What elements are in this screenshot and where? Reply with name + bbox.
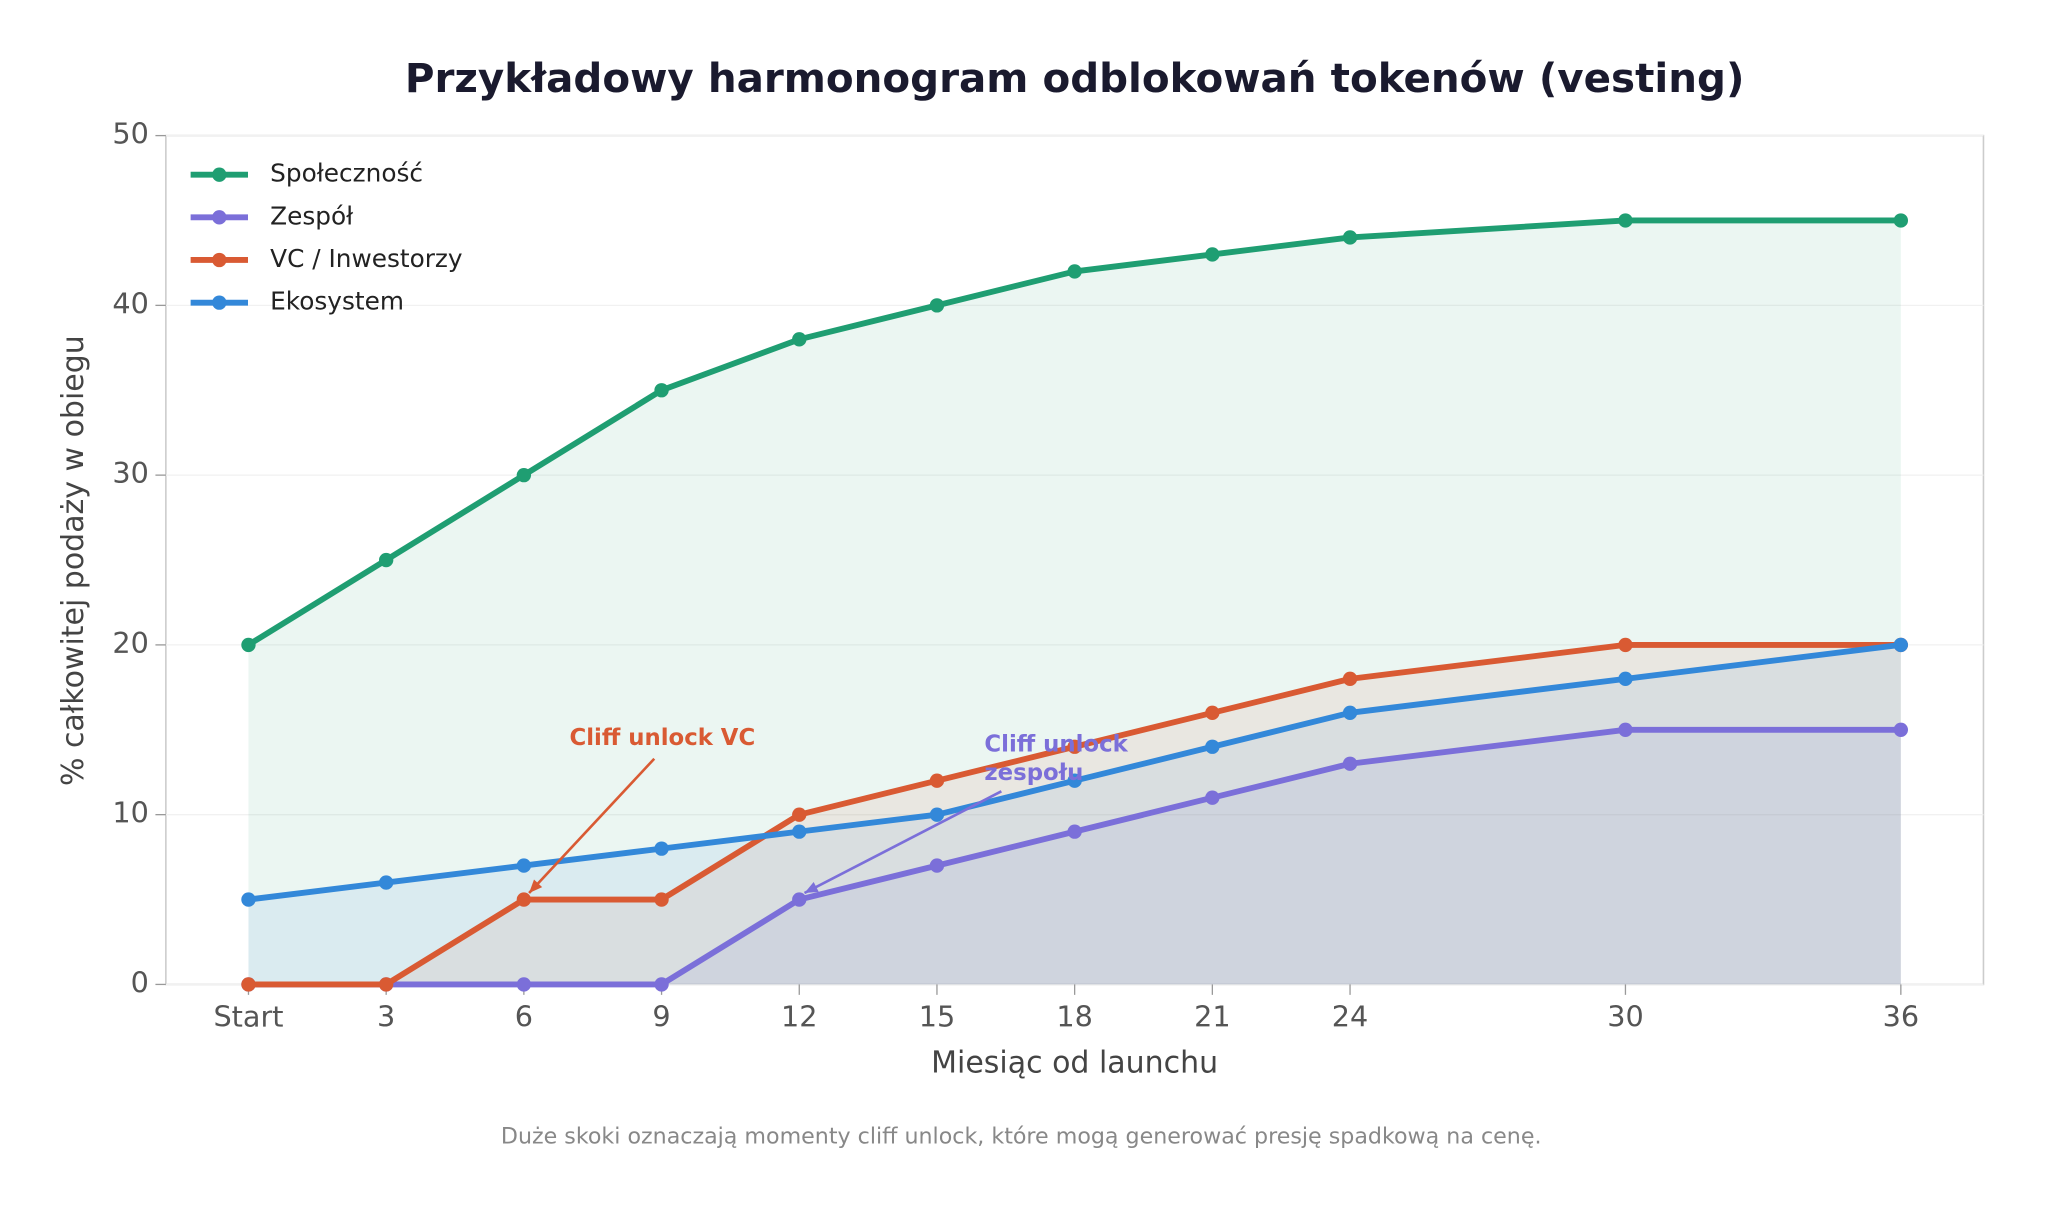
- data-point: [1618, 637, 1633, 653]
- data-point: [1342, 705, 1358, 720]
- data-point: [516, 467, 532, 483]
- x-tick-label: 9: [652, 999, 670, 1033]
- data-point: [1893, 213, 1909, 228]
- data-point: [1067, 264, 1082, 279]
- data-point: [378, 875, 394, 890]
- x-tick-label: Start: [213, 999, 283, 1033]
- x-tick-label: 36: [1883, 999, 1919, 1033]
- data-point: [1618, 722, 1633, 737]
- data-point: [1893, 637, 1909, 653]
- legend-marker: [212, 295, 227, 310]
- chart-title: Przykładowy harmonogram odblokowań token…: [405, 54, 1745, 102]
- data-point: [1342, 671, 1358, 687]
- legend-label: Ekosystem: [270, 287, 404, 316]
- y-tick-label: 30: [112, 456, 148, 490]
- annotation-arrow: [803, 790, 1002, 895]
- legend-marker: [212, 167, 227, 182]
- x-tick-label: 12: [781, 999, 817, 1033]
- data-point: [929, 807, 945, 822]
- data-point: [654, 892, 669, 907]
- series-area: [248, 729, 1901, 985]
- data-point: [516, 858, 532, 873]
- x-tick-label: 30: [1607, 999, 1643, 1033]
- x-tick-label: 15: [919, 999, 955, 1033]
- data-point: [1205, 705, 1220, 720]
- data-point: [378, 977, 394, 992]
- data-point: [929, 858, 945, 873]
- data-point: [792, 807, 807, 822]
- data-point: [792, 824, 807, 839]
- data-point: [654, 383, 669, 398]
- data-point: [1205, 790, 1220, 805]
- data-point: [1618, 671, 1633, 687]
- data-point: [1067, 824, 1082, 839]
- data-point: [1205, 247, 1220, 262]
- y-tick-label: 50: [112, 117, 148, 151]
- series-area: [248, 220, 1901, 985]
- y-tick-label: 20: [112, 626, 148, 660]
- annotation-arrowhead: [529, 879, 543, 894]
- data-point: [1893, 722, 1909, 737]
- legend-marker: [212, 210, 227, 225]
- annotation-arrow: [528, 757, 656, 894]
- y-tick-label: 0: [131, 965, 149, 999]
- data-point: [792, 892, 807, 907]
- data-point: [1618, 213, 1633, 228]
- footnote: Duże skoki oznaczają momenty cliff unloc…: [501, 1123, 1542, 1149]
- y-axis-label: % całkowitej podaży w obiegu: [56, 335, 91, 786]
- annotation-text: Cliff unlock VC: [570, 724, 756, 750]
- data-point: [1342, 230, 1358, 245]
- data-point: [241, 977, 256, 992]
- legend-label: VC / Inwestorzy: [270, 244, 462, 273]
- x-tick-label: 18: [1056, 999, 1092, 1033]
- legend-marker: [212, 252, 227, 268]
- data-point: [378, 552, 394, 568]
- data-point: [516, 977, 532, 992]
- legend-label: Społeczność: [270, 159, 423, 188]
- data-point: [792, 332, 807, 347]
- data-point: [1205, 739, 1220, 754]
- data-point: [929, 298, 945, 313]
- data-point: [241, 637, 256, 653]
- x-tick-label: 21: [1194, 999, 1230, 1033]
- x-tick-label: 24: [1332, 999, 1368, 1033]
- data-point: [241, 892, 256, 907]
- annotation-arrowhead: [804, 882, 819, 894]
- annotation-text: Cliff unlock zespołu: [984, 731, 1128, 786]
- x-tick-label: 6: [515, 999, 533, 1033]
- data-point: [1067, 739, 1082, 754]
- x-axis-label: Miesiąc od launchu: [931, 1045, 1218, 1080]
- data-point: [929, 773, 945, 788]
- data-point: [654, 977, 669, 992]
- x-tick-label: 3: [377, 999, 395, 1033]
- y-tick-label: 40: [112, 286, 148, 320]
- data-point: [1342, 756, 1358, 771]
- data-point: [654, 841, 669, 856]
- data-point: [516, 892, 532, 907]
- legend-label: Zespół: [270, 201, 354, 230]
- data-point: [1067, 773, 1082, 788]
- y-tick-label: 10: [112, 796, 148, 830]
